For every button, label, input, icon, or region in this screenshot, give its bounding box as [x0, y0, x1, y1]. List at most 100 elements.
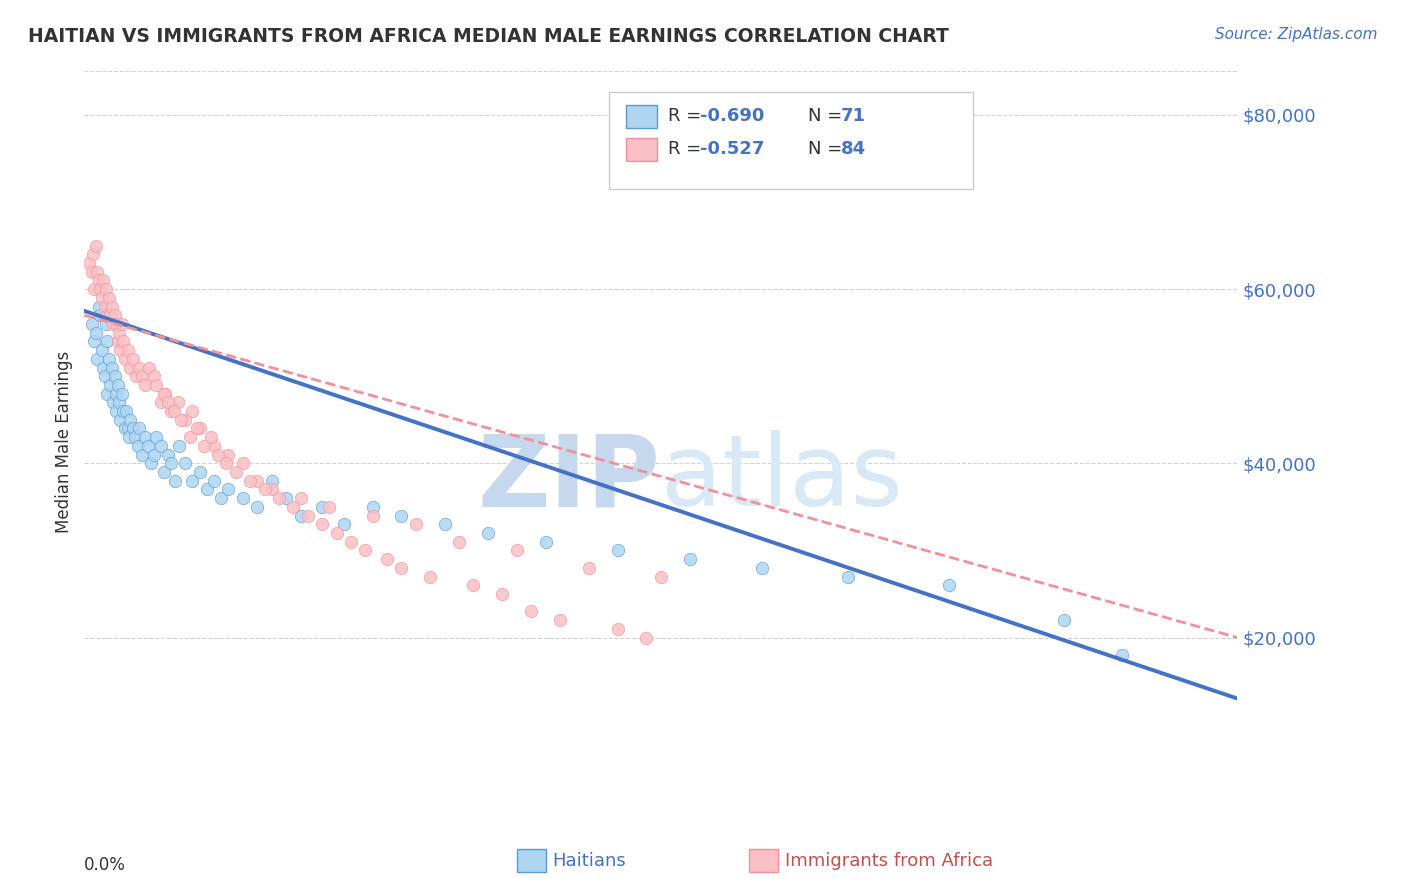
- Text: N =: N =: [808, 107, 848, 125]
- Point: [131, 448, 153, 462]
- Point: [200, 430, 222, 444]
- Point: [214, 456, 236, 470]
- Point: [225, 465, 247, 479]
- Point: [283, 500, 305, 514]
- Point: [354, 543, 377, 558]
- Point: [124, 430, 146, 444]
- Point: [188, 465, 211, 479]
- Point: [218, 483, 240, 497]
- Point: [290, 508, 312, 523]
- Point: [548, 613, 571, 627]
- Point: [181, 404, 204, 418]
- Point: [94, 282, 117, 296]
- Point: [260, 483, 283, 497]
- Text: R =: R =: [668, 107, 707, 125]
- Point: [149, 395, 172, 409]
- Point: [520, 604, 543, 618]
- Point: [202, 474, 225, 488]
- Point: [114, 351, 136, 366]
- Point: [100, 300, 122, 314]
- Point: [209, 491, 232, 505]
- Point: [82, 247, 104, 261]
- Point: [139, 456, 162, 470]
- Point: [253, 483, 276, 497]
- Point: [110, 343, 132, 357]
- Point: [534, 534, 557, 549]
- Point: [117, 343, 139, 357]
- Point: [83, 334, 105, 349]
- Point: [160, 456, 183, 470]
- Point: [405, 517, 427, 532]
- Point: [297, 508, 319, 523]
- Point: [100, 360, 122, 375]
- Point: [169, 439, 191, 453]
- Point: [108, 326, 131, 340]
- Point: [506, 543, 529, 558]
- Point: [87, 273, 110, 287]
- Point: [110, 413, 132, 427]
- Point: [136, 439, 159, 453]
- Point: [202, 439, 225, 453]
- Text: N =: N =: [808, 140, 848, 158]
- Point: [311, 517, 333, 532]
- Point: [290, 491, 312, 505]
- Text: Immigrants from Africa: Immigrants from Africa: [785, 852, 993, 870]
- Point: [127, 439, 149, 453]
- Point: [218, 448, 240, 462]
- Point: [105, 386, 128, 401]
- Point: [107, 334, 129, 349]
- Point: [246, 500, 269, 514]
- Point: [145, 378, 167, 392]
- Point: [103, 395, 124, 409]
- Point: [97, 291, 120, 305]
- Point: [112, 404, 135, 418]
- Text: atlas: atlas: [661, 430, 903, 527]
- Text: 0.0%: 0.0%: [84, 856, 127, 874]
- Point: [152, 386, 174, 401]
- Point: [134, 430, 156, 444]
- Point: [165, 474, 187, 488]
- Point: [260, 474, 283, 488]
- Point: [111, 386, 134, 401]
- Point: [142, 369, 165, 384]
- Point: [239, 474, 262, 488]
- Point: [207, 448, 229, 462]
- Point: [93, 369, 115, 384]
- Point: [96, 334, 118, 349]
- Text: 71: 71: [841, 107, 866, 125]
- Point: [104, 369, 127, 384]
- Point: [181, 474, 204, 488]
- Point: [105, 404, 128, 418]
- Point: [89, 308, 111, 322]
- Point: [419, 569, 441, 583]
- Point: [246, 474, 269, 488]
- Point: [117, 421, 139, 435]
- Point: [80, 317, 103, 331]
- Point: [152, 465, 174, 479]
- Point: [477, 526, 499, 541]
- Point: [636, 631, 658, 645]
- Point: [149, 439, 172, 453]
- Point: [167, 395, 190, 409]
- Point: [115, 404, 138, 418]
- Point: [170, 413, 193, 427]
- Point: [111, 317, 134, 331]
- Point: [91, 360, 114, 375]
- Point: [491, 587, 513, 601]
- Point: [90, 343, 112, 357]
- Text: HAITIAN VS IMMIGRANTS FROM AFRICA MEDIAN MALE EARNINGS CORRELATION CHART: HAITIAN VS IMMIGRANTS FROM AFRICA MEDIAN…: [28, 27, 949, 45]
- Point: [179, 430, 201, 444]
- Point: [361, 508, 384, 523]
- Point: [160, 404, 183, 418]
- Point: [125, 369, 148, 384]
- Point: [80, 265, 103, 279]
- Point: [120, 413, 142, 427]
- Point: [174, 413, 197, 427]
- Point: [98, 378, 121, 392]
- Point: [84, 238, 107, 252]
- Point: [103, 317, 124, 331]
- Point: [391, 561, 413, 575]
- Point: [156, 448, 179, 462]
- Point: [361, 500, 384, 514]
- Text: R =: R =: [668, 140, 707, 158]
